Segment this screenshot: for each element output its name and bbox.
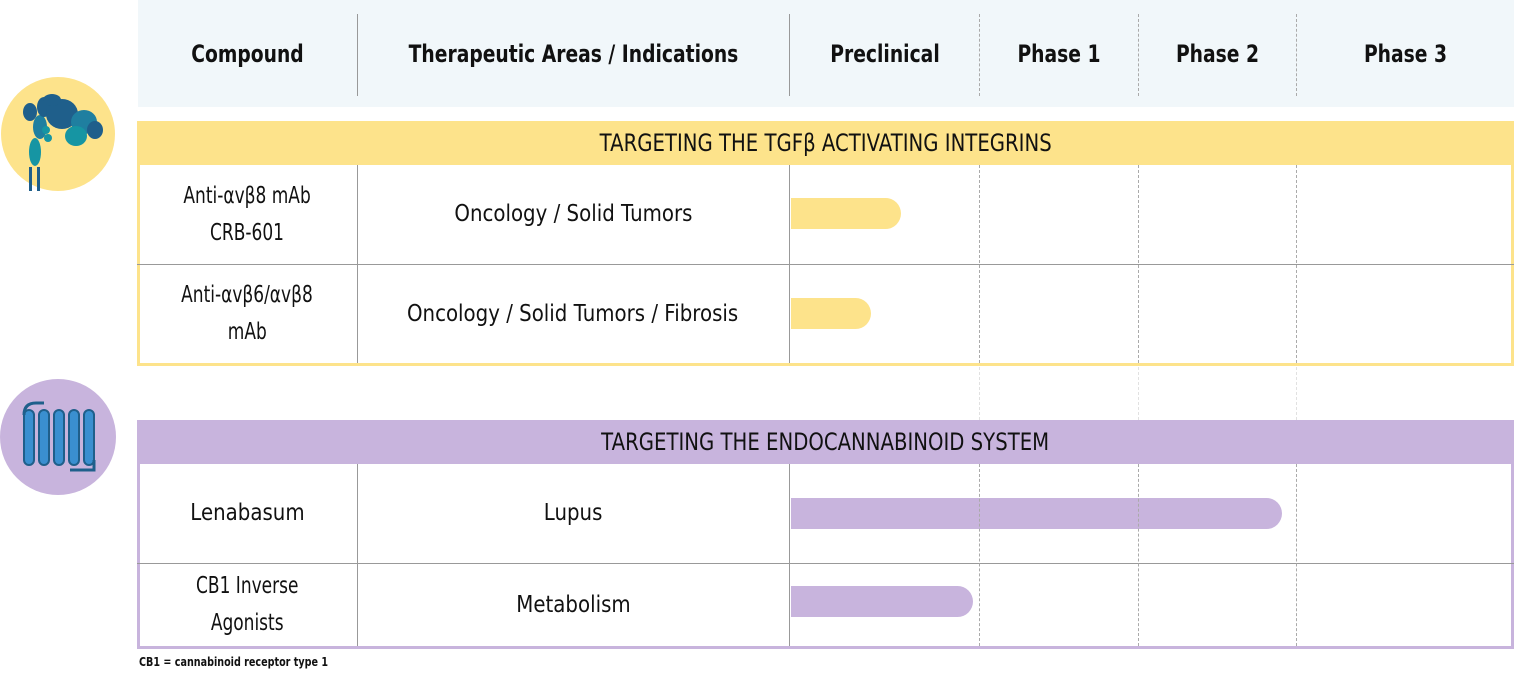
- header-divider: [1138, 14, 1139, 96]
- column-divider: [1138, 165, 1139, 363]
- progress-bar: [791, 198, 902, 229]
- compound-cell: CB1 Inverse Agonists: [195, 573, 299, 636]
- column-divider: [789, 165, 790, 363]
- column-divider: [789, 464, 790, 646]
- indication-cell: Metabolism: [515, 591, 631, 618]
- pipeline-header: Compound Therapeutic Areas / Indications…: [138, 0, 1514, 107]
- column-divider: [1296, 464, 1297, 646]
- compound-cell: Lenabasum: [189, 500, 305, 526]
- header-divider: [357, 14, 358, 96]
- header-therapeutic-areas: Therapeutic Areas / Indications: [408, 39, 739, 68]
- progress-bar: [791, 298, 871, 329]
- endocannabinoid-section: TARGETING THE ENDOCANNABINOID SYSTEM Len…: [137, 420, 1514, 649]
- header-divider: [979, 14, 980, 96]
- column-divider: [979, 367, 980, 420]
- header-divider: [789, 14, 790, 96]
- header-phase-3: Phase 3: [1363, 39, 1448, 68]
- indication-cell: Oncology / Solid Tumors / Fibrosis: [407, 300, 739, 327]
- section-title: TARGETING THE TGFβ ACTIVATING INTEGRINS: [137, 121, 1514, 165]
- header-phase-1: Phase 1: [1017, 39, 1101, 68]
- pipeline-row: Anti-αvβ6/αvβ8 mAb Oncology / Solid Tumor…: [137, 265, 1514, 363]
- column-divider: [1296, 367, 1297, 420]
- gpcr-receptor-icon: [0, 379, 116, 495]
- header-preclinical: Preclinical: [830, 39, 940, 68]
- integrin-protein-icon: [1, 77, 115, 191]
- pipeline-row: Lenabasum Lupus: [137, 464, 1514, 564]
- section-title: TARGETING THE ENDOCANNABINOID SYSTEM: [137, 420, 1514, 464]
- column-divider: [1296, 165, 1297, 363]
- footnote: CB1 = cannabinoid receptor type 1: [139, 655, 329, 669]
- progress-bar: [791, 586, 974, 617]
- pipeline-row: CB1 Inverse Agonists Metabolism: [137, 564, 1514, 646]
- compound-cell: Anti-αvβ8 mAb CRB-601: [183, 182, 311, 246]
- indication-cell: Oncology / Solid Tumors: [453, 201, 693, 227]
- header-divider: [1296, 14, 1297, 96]
- header-compound: Compound: [191, 39, 304, 68]
- pipeline-row: Anti-αvβ8 mAb CRB-601 Oncology / Solid Tu…: [137, 165, 1514, 265]
- compound-cell: Anti-αvβ6/αvβ8 mAb: [181, 282, 313, 345]
- integrin-section: TARGETING THE TGFβ ACTIVATING INTEGRINS …: [137, 121, 1514, 366]
- column-divider: [1138, 367, 1139, 420]
- column-divider: [979, 165, 980, 363]
- column-divider: [357, 165, 358, 363]
- column-divider: [357, 464, 358, 646]
- column-divider: [1138, 464, 1139, 646]
- column-divider: [979, 464, 980, 646]
- header-phase-2: Phase 2: [1175, 39, 1260, 68]
- indication-cell: Lupus: [543, 500, 603, 526]
- progress-bar: [791, 498, 1282, 529]
